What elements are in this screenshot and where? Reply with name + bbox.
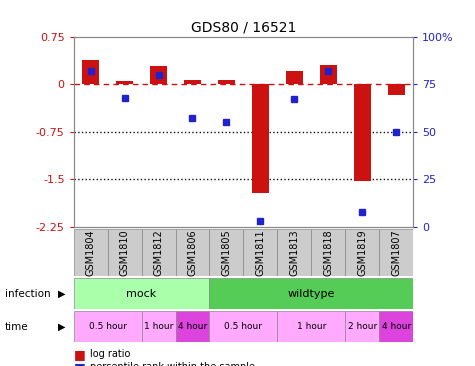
Text: 4 hour: 4 hour	[381, 322, 411, 331]
Text: percentile rank within the sample: percentile rank within the sample	[90, 362, 255, 366]
Bar	[107, 229, 142, 276]
Bar	[243, 229, 277, 276]
Text: GSM1812: GSM1812	[153, 229, 163, 276]
Text: GSM1819: GSM1819	[357, 229, 367, 276]
Text: wildtype: wildtype	[288, 289, 335, 299]
Text: ■: ■	[74, 361, 86, 366]
Text: infection: infection	[5, 289, 50, 299]
Bar	[74, 278, 209, 309]
Bar	[345, 229, 379, 276]
Bar	[209, 311, 277, 342]
Bar	[320, 65, 337, 84]
Text: GSM1818: GSM1818	[323, 229, 333, 276]
Text: time: time	[5, 322, 28, 332]
Text: 1 hour: 1 hour	[144, 322, 173, 331]
Bar	[150, 66, 167, 84]
Text: 0.5 hour: 0.5 hour	[224, 322, 262, 331]
Bar	[82, 60, 99, 84]
Text: 2 hour: 2 hour	[348, 322, 377, 331]
Bar	[209, 229, 243, 276]
Bar	[252, 84, 269, 193]
Bar	[176, 229, 209, 276]
Text: GSM1810: GSM1810	[120, 229, 130, 276]
Bar	[379, 311, 413, 342]
Bar	[345, 311, 379, 342]
Text: ▶: ▶	[58, 322, 66, 332]
Text: GSM1807: GSM1807	[391, 229, 401, 276]
Text: mock: mock	[126, 289, 157, 299]
Bar	[354, 84, 371, 180]
Text: GSM1806: GSM1806	[188, 229, 198, 276]
Bar	[388, 84, 405, 95]
Text: GSM1813: GSM1813	[289, 229, 299, 276]
Bar	[142, 229, 176, 276]
Text: GSM1805: GSM1805	[221, 229, 231, 276]
Bar	[277, 229, 311, 276]
Text: 0.5 hour: 0.5 hour	[88, 322, 126, 331]
Bar	[218, 81, 235, 84]
Bar	[379, 229, 413, 276]
Text: ■: ■	[74, 348, 86, 361]
Text: GSM1811: GSM1811	[256, 229, 266, 276]
Bar	[142, 311, 176, 342]
Text: log ratio: log ratio	[90, 349, 131, 359]
Bar	[209, 278, 413, 309]
Bar	[74, 229, 107, 276]
Bar	[184, 80, 201, 84]
Text: 1 hour: 1 hour	[297, 322, 326, 331]
Text: ▶: ▶	[58, 289, 66, 299]
Text: 4 hour: 4 hour	[178, 322, 207, 331]
Bar	[286, 71, 303, 84]
Bar	[74, 311, 142, 342]
Bar	[176, 311, 209, 342]
Bar	[277, 311, 345, 342]
Text: GSM1804: GSM1804	[86, 229, 95, 276]
Bar	[312, 229, 345, 276]
Bar	[116, 81, 133, 84]
Title: GDS80 / 16521: GDS80 / 16521	[191, 20, 296, 34]
